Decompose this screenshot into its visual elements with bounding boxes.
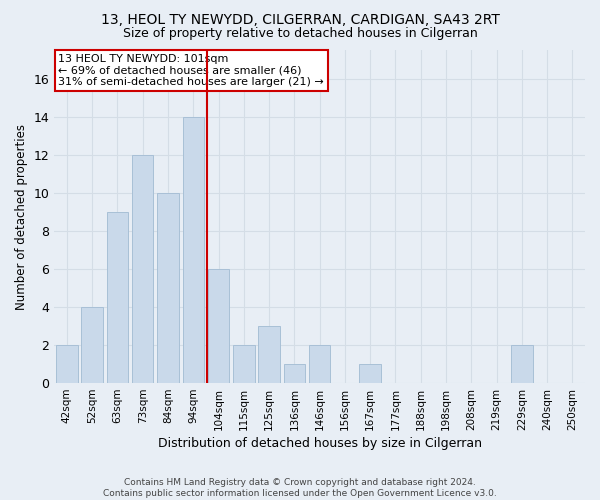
Bar: [233, 345, 254, 383]
Bar: [56, 345, 77, 383]
Bar: [157, 192, 179, 383]
Text: Size of property relative to detached houses in Cilgerran: Size of property relative to detached ho…: [122, 28, 478, 40]
Bar: [182, 116, 204, 383]
Bar: [132, 154, 154, 383]
X-axis label: Distribution of detached houses by size in Cilgerran: Distribution of detached houses by size …: [158, 437, 482, 450]
Text: Contains HM Land Registry data © Crown copyright and database right 2024.
Contai: Contains HM Land Registry data © Crown c…: [103, 478, 497, 498]
Text: 13 HEOL TY NEWYDD: 101sqm
← 69% of detached houses are smaller (46)
31% of semi-: 13 HEOL TY NEWYDD: 101sqm ← 69% of detac…: [58, 54, 324, 88]
Y-axis label: Number of detached properties: Number of detached properties: [15, 124, 28, 310]
Bar: [82, 307, 103, 383]
Bar: [284, 364, 305, 383]
Bar: [259, 326, 280, 383]
Bar: [359, 364, 381, 383]
Text: 13, HEOL TY NEWYDD, CILGERRAN, CARDIGAN, SA43 2RT: 13, HEOL TY NEWYDD, CILGERRAN, CARDIGAN,…: [101, 12, 499, 26]
Bar: [208, 269, 229, 383]
Bar: [309, 345, 331, 383]
Bar: [107, 212, 128, 383]
Bar: [511, 345, 533, 383]
